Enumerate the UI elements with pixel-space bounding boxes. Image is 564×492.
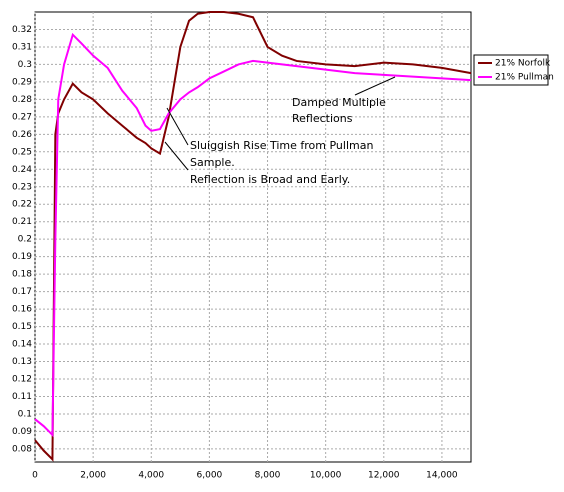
x-tick-label: 8,000 <box>255 471 281 481</box>
y-tick-label: 0.1 <box>18 409 32 419</box>
y-tick-label: 0.29 <box>12 77 32 87</box>
y-tick-label: 0.15 <box>12 322 32 332</box>
y-tick-label: 0.31 <box>12 42 32 52</box>
y-tick-label: 0.23 <box>12 182 32 192</box>
annotation-text: Sample. <box>190 156 235 169</box>
y-tick-label: 0.22 <box>12 200 32 210</box>
y-tick-label: 0.25 <box>12 147 32 157</box>
y-tick-label: 0.18 <box>12 270 32 280</box>
annotation-arrow <box>164 141 189 171</box>
x-tick-label: 14,000 <box>426 471 458 481</box>
y-tick-label: 0.19 <box>12 252 32 262</box>
y-tick-label: 0.12 <box>12 374 32 384</box>
legend-label: 21% Pullman <box>495 73 554 83</box>
y-tick-label: 0.28 <box>12 95 32 105</box>
y-tick-label: 0.2 <box>18 235 32 245</box>
legend <box>473 54 549 86</box>
annotation-text: Reflection is Broad and Early. <box>190 173 350 186</box>
y-tick-label: 0.11 <box>12 392 32 402</box>
annotation-arrow <box>166 107 189 146</box>
annotation: Sluiggish Rise Time from Pullman Sample.… <box>164 107 373 186</box>
y-tick-label: 0.08 <box>12 444 32 454</box>
x-tick-label: 2,000 <box>80 471 106 481</box>
annotation-arrow <box>354 76 396 96</box>
y-tick-label: 0.26 <box>12 130 32 140</box>
y-tick-label: 0.16 <box>12 305 32 315</box>
annotation-text: Damped Multiple <box>292 96 386 109</box>
y-tick-label: 0.24 <box>12 165 32 175</box>
annotation: Damped Multiple Reflections <box>292 76 396 125</box>
annotation-text: Reflections <box>292 112 353 125</box>
x-tick-label: 0 <box>32 471 38 481</box>
x-tick-label: 10,000 <box>310 471 342 481</box>
y-tick-label: 0.32 <box>12 25 32 35</box>
x-tick-label: 12,000 <box>368 471 400 481</box>
series-line <box>34 32 472 438</box>
y-tick-label: 0.09 <box>12 427 32 437</box>
y-tick-label: 0.13 <box>12 357 32 367</box>
y-tick-label: 0.17 <box>12 287 32 297</box>
y-tick-label: 0.3 <box>18 60 32 70</box>
plot-area <box>34 11 472 463</box>
x-tick-label: 6,000 <box>197 471 223 481</box>
legend-label: 21% Norfolk <box>495 59 551 69</box>
y-tick-label: 0.21 <box>12 217 32 227</box>
annotation-text: Sluiggish Rise Time from Pullman <box>190 139 373 152</box>
series-line <box>34 11 472 462</box>
x-tick-label: 4,000 <box>138 471 164 481</box>
y-tick-label: 0.27 <box>12 112 32 122</box>
y-tick-label: 0.14 <box>12 340 32 350</box>
